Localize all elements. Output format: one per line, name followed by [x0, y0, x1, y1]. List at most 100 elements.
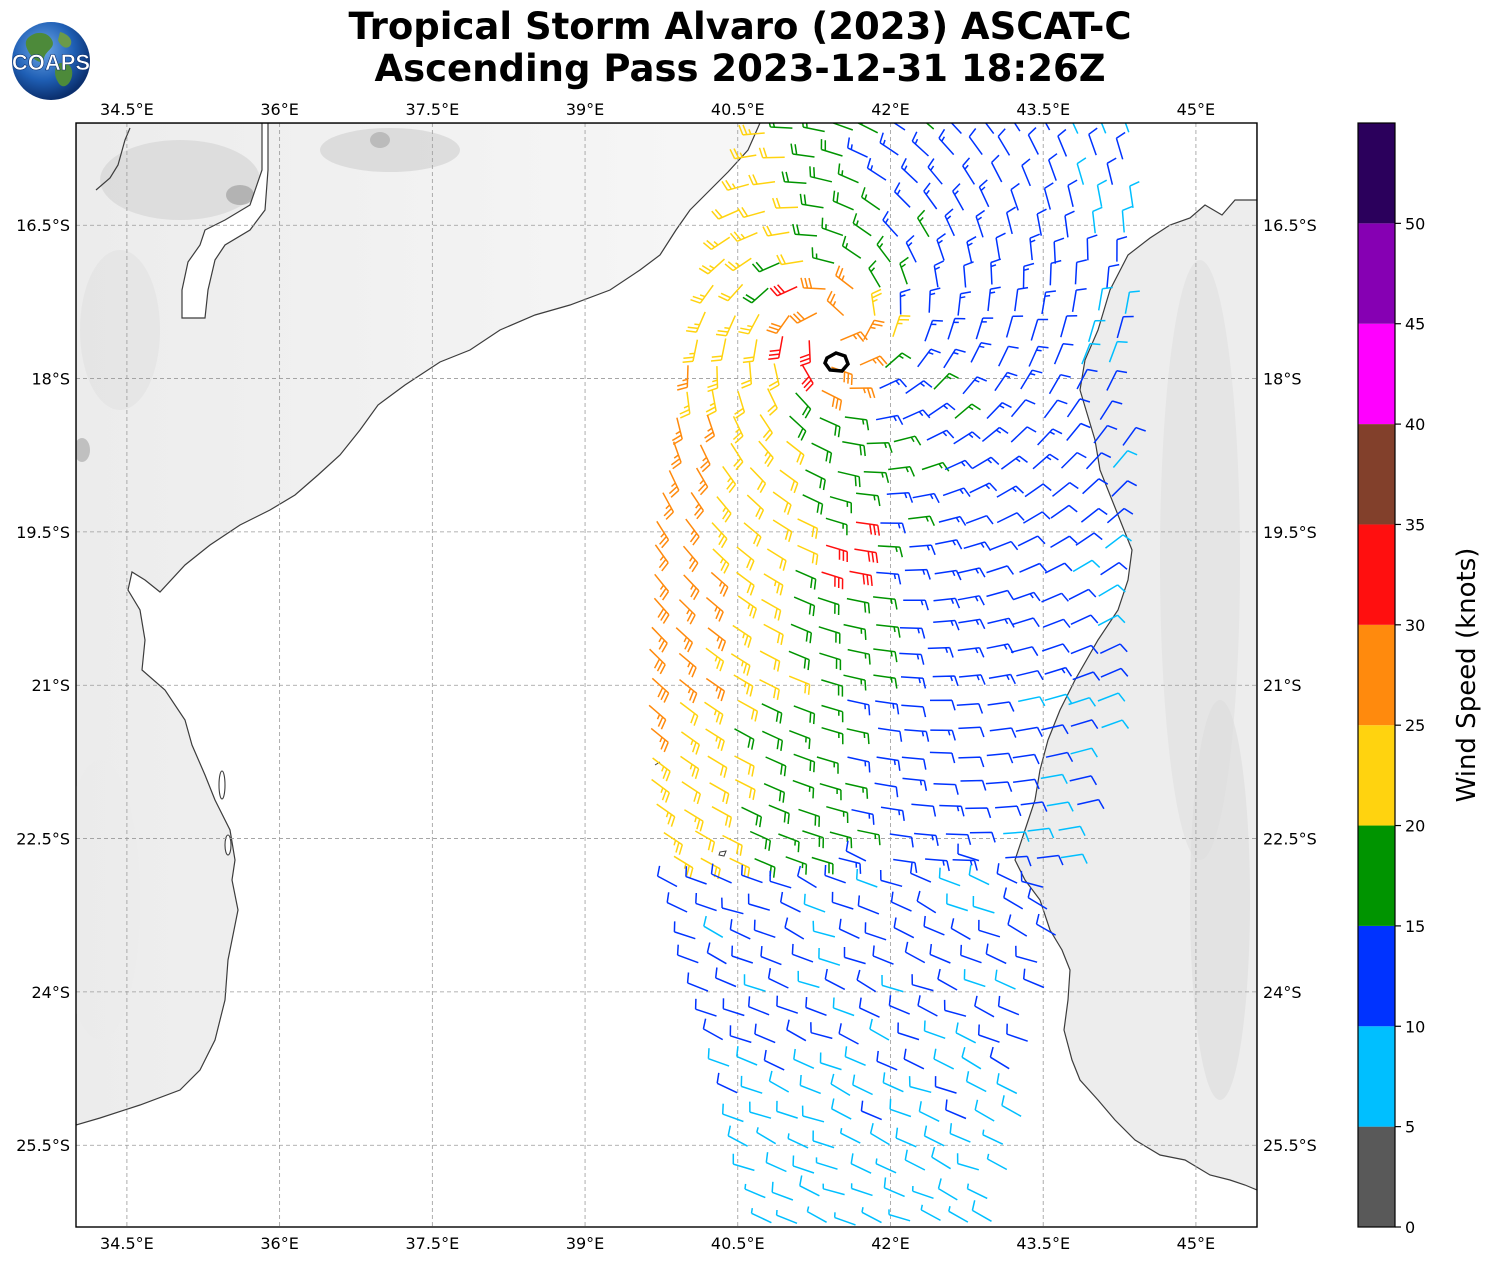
lon-tick-label: 45°E: [1177, 100, 1215, 119]
wind-barb: [930, 729, 956, 741]
wind-barb: [947, 317, 966, 340]
wind-barb: [826, 290, 845, 317]
wind-barb: [743, 522, 762, 547]
colorbar-tick-label: 5: [1405, 1118, 1415, 1137]
wind-barb: [737, 699, 759, 722]
lat-tick-label: 25.5°S: [16, 1136, 70, 1155]
wind-barb: [1088, 127, 1098, 156]
wind-barb: [948, 1206, 969, 1223]
wind-barb: [944, 459, 973, 471]
wind-barb: [840, 331, 868, 342]
wind-barb: [724, 257, 752, 272]
wind-barb: [788, 650, 810, 671]
wind-barb: [1041, 290, 1056, 315]
wind-barb: [730, 653, 751, 676]
wind-barb: [1053, 343, 1074, 365]
wind-barb: [787, 1133, 809, 1149]
wind-barb: [990, 540, 1019, 551]
wind-barb: [945, 1099, 967, 1120]
wind-barb: [974, 995, 995, 1018]
wind-barb: [963, 969, 986, 988]
wind-barb: [761, 598, 782, 621]
wind-barb: [860, 1100, 882, 1121]
wind-barb: [950, 918, 971, 940]
wind-barb: [1097, 692, 1126, 702]
lat-tick-label: 19.5°S: [16, 523, 70, 542]
wind-barb: [933, 260, 945, 288]
wind-barb: [673, 855, 694, 879]
wind-barb: [893, 858, 918, 874]
wind-barb: [835, 265, 854, 290]
wind-barbs: [648, 123, 1146, 1226]
wind-barb: [987, 286, 1001, 312]
wind-barb: [923, 1125, 945, 1147]
wind-barb: [890, 891, 912, 912]
wind-barb: [843, 674, 867, 691]
wind-barb: [904, 1149, 926, 1171]
wind-barb: [821, 726, 844, 745]
wind-barb: [668, 470, 680, 498]
wind-barb: [923, 915, 945, 936]
lat-tick-label: 19.5°S: [1263, 523, 1317, 542]
wind-barb: [800, 277, 826, 290]
wind-barb: [900, 157, 919, 184]
wind-barb: [825, 517, 848, 536]
wind-barb: [822, 1183, 845, 1196]
wind-barb: [670, 441, 682, 470]
wind-barb: [1003, 831, 1030, 842]
wind-barb: [765, 1152, 787, 1173]
wind-barb: [849, 387, 876, 399]
colorbar-tick-label: 0: [1405, 1218, 1415, 1237]
lat-tick-label: 24°S: [31, 983, 70, 1002]
wind-barb: [707, 627, 727, 652]
wind-barb: [741, 806, 763, 828]
wind-barb: [911, 974, 934, 992]
wind-barb: [811, 442, 833, 464]
wind-barb: [861, 1207, 882, 1224]
lon-tick-label: 42°E: [871, 1234, 909, 1253]
chart-title: Tropical Storm Alvaro (2023) ASCAT-C Asc…: [160, 6, 1320, 90]
wind-barb: [793, 1048, 815, 1069]
wind-barb: [996, 512, 1025, 524]
wind-barb: [957, 843, 980, 862]
wind-barb: [753, 919, 776, 939]
wind-barb: [987, 701, 1015, 712]
wind-barb: [679, 391, 691, 419]
wind-barb: [771, 1181, 794, 1201]
wind-barb: [690, 284, 714, 304]
coaps-logo: COAPS: [12, 22, 90, 100]
wind-barb: [886, 492, 914, 503]
wind-barb: [933, 1048, 955, 1070]
lat-tick-label: 25.5°S: [1263, 1136, 1317, 1155]
wind-barb: [1022, 968, 1045, 989]
lon-ticks-bottom: 34.5°E 36°E 37.5°E 39°E 40.5°E 42°E 43.5°E 45°E: [100, 1234, 1215, 1253]
wind-barb: [738, 124, 765, 136]
wind-barb: [839, 1127, 861, 1144]
wind-barb: [916, 209, 930, 238]
wind-barb: [856, 969, 877, 993]
wind-barb: [737, 206, 766, 219]
wind-barb: [1072, 559, 1101, 573]
wind-barb: [924, 319, 943, 342]
wind-barb: [903, 1048, 925, 1070]
wind-barb: [850, 1153, 872, 1174]
wind-barb: [809, 166, 833, 183]
wind-barb: [950, 123, 962, 135]
wind-barb: [1013, 123, 1021, 132]
wind-barb: [759, 679, 780, 701]
wind-barb: [1101, 719, 1130, 729]
wind-barb: [1129, 181, 1140, 209]
wind-barb: [651, 778, 671, 803]
wind-barb: [1020, 870, 1044, 888]
wind-barb: [917, 348, 941, 368]
wind-barb: [1003, 887, 1024, 910]
wind-barb: [785, 856, 808, 875]
colorbar-bin: [1358, 624, 1395, 726]
wind-barb: [705, 389, 717, 417]
wind-barb: [736, 1046, 758, 1066]
wind-barb: [1010, 646, 1039, 657]
wind-barb: [994, 371, 1018, 392]
wind-barb: [795, 569, 817, 590]
wind-barb: [883, 1177, 905, 1198]
wind-barb: [690, 491, 705, 520]
